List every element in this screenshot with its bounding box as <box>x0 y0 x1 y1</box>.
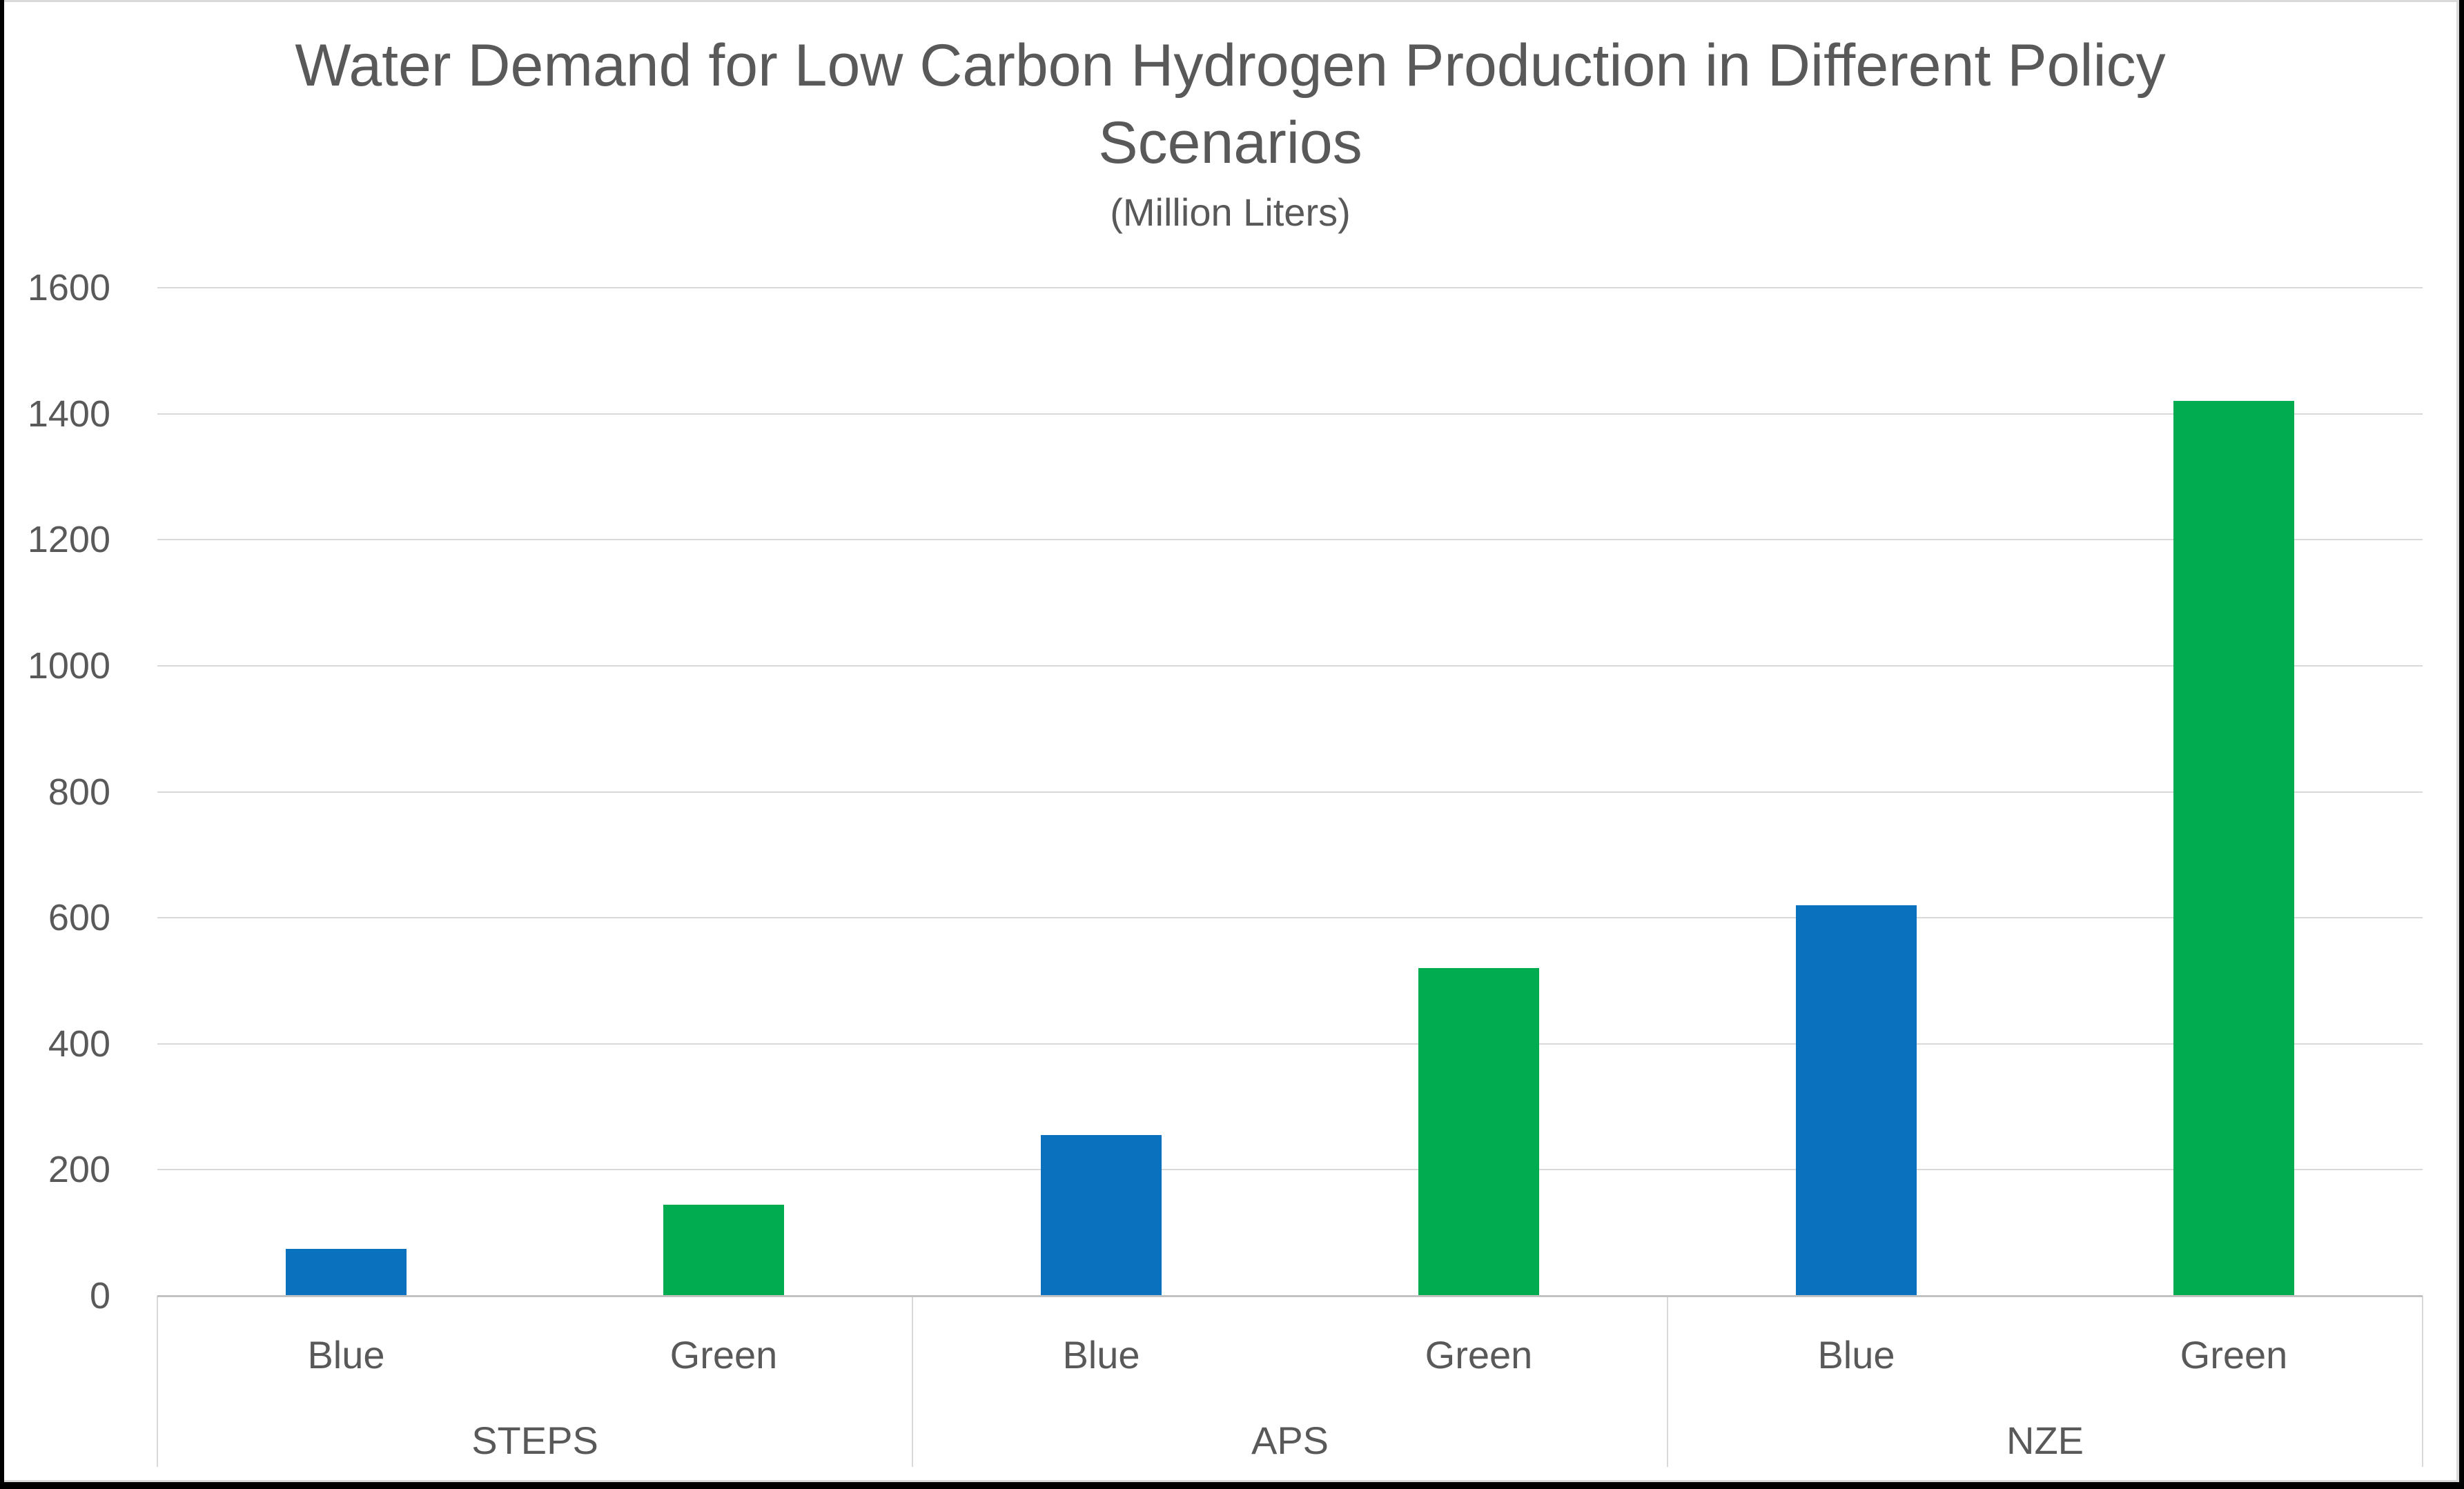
y-tick-label-1400: 1400 <box>27 393 110 435</box>
gridline-400 <box>157 1043 2423 1045</box>
axis-separator <box>2422 1296 2423 1467</box>
axis-separator <box>157 1296 158 1467</box>
category-label-nze-green: Green <box>2180 1333 2288 1377</box>
gridline-200 <box>157 1169 2423 1171</box>
y-tick-label-1600: 1600 <box>27 267 110 308</box>
y-tick-label-400: 400 <box>48 1023 110 1065</box>
bar-steps-blue <box>286 1248 407 1296</box>
y-tick-label-600: 600 <box>48 897 110 939</box>
bar-aps-blue <box>1041 1135 1162 1296</box>
group-label-nze: NZE <box>2006 1419 2084 1462</box>
gridline-800 <box>157 791 2423 793</box>
category-label-steps-green: Green <box>669 1333 778 1377</box>
category-label-aps-green: Green <box>1425 1333 1533 1377</box>
chart-title: Water Demand for Low Carbon Hydrogen Pro… <box>295 32 2166 176</box>
y-tick-label-200: 200 <box>48 1149 110 1191</box>
gridline-1400 <box>157 413 2423 415</box>
chart-area: Water Demand for Low Carbon Hydrogen Pro… <box>4 0 2459 1482</box>
gridline-1000 <box>157 664 2423 667</box>
category-label-steps-blue: Blue <box>307 1333 385 1377</box>
category-label-aps-blue: Blue <box>1062 1333 1140 1377</box>
y-tick-label-0: 0 <box>89 1275 110 1317</box>
axis-separator <box>912 1296 913 1467</box>
y-tick-label-1000: 1000 <box>27 644 110 687</box>
chart-subtitle: (Million Liters) <box>1110 190 1351 234</box>
group-label-steps: STEPS <box>471 1419 598 1462</box>
bar-steps-green <box>663 1204 784 1296</box>
gridline-1200 <box>157 539 2423 541</box>
y-tick-label-1200: 1200 <box>27 519 110 561</box>
category-label-nze-blue: Blue <box>1817 1333 1895 1377</box>
x-axis-line <box>157 1295 2423 1297</box>
bar-aps-green <box>1418 968 1539 1296</box>
y-tick-label-800: 800 <box>48 771 110 813</box>
bar-nze-blue <box>1796 905 1917 1296</box>
gridline-600 <box>157 917 2423 919</box>
axis-separator <box>1667 1296 1668 1467</box>
group-label-aps: APS <box>1251 1419 1329 1462</box>
gridline-1600 <box>157 287 2423 288</box>
bar-nze-green <box>2173 401 2294 1296</box>
